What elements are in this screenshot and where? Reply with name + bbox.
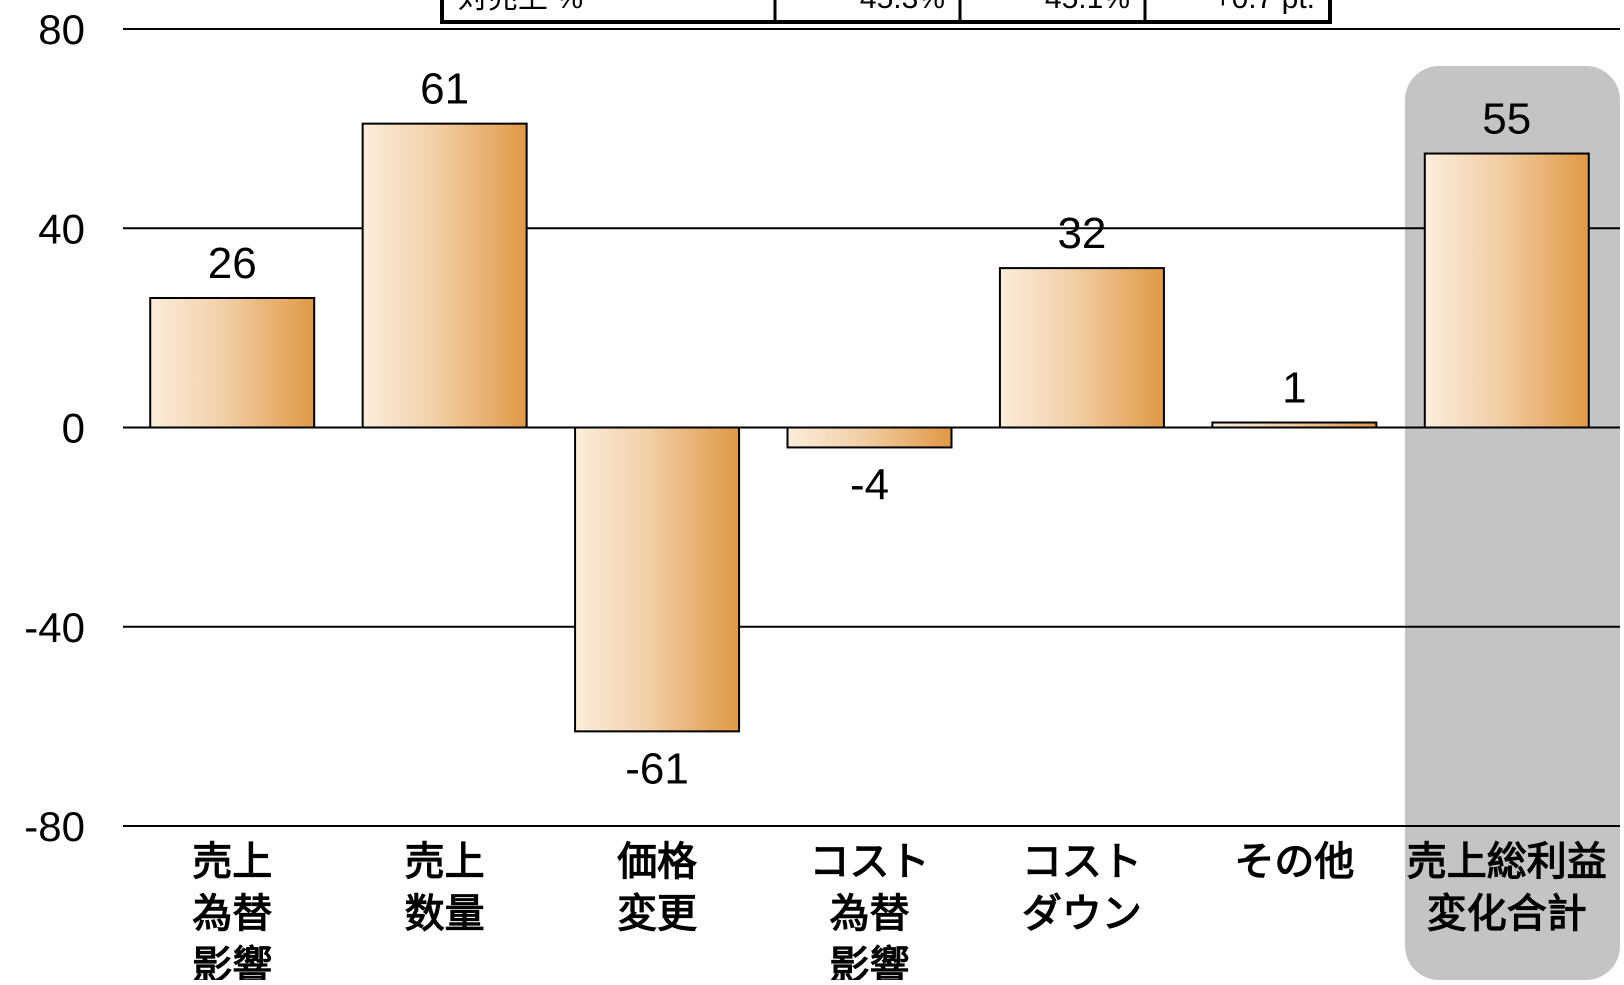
category-label: コスト [810,840,930,884]
category-label: コスト [1022,840,1142,884]
category-label: 変更 [617,891,698,936]
bar [1211,421,1378,429]
summary-table-fragment: 対売上 % 45.3% 45.1% +0.7 pt. [440,0,1332,24]
y-axis-tick-labels: 80 40 0 -40 -80 [24,6,85,850]
data-label: 32 [1057,209,1106,258]
bar [149,296,316,429]
data-label: 61 [420,65,469,114]
table-cell: +0.7 pt. [1214,0,1315,15]
bar [574,426,741,733]
bar [998,267,1165,429]
category-label: 影響 [830,943,910,980]
category-label: 価格 [616,840,698,884]
y-tick-label: 0 [62,405,85,452]
bar [786,426,953,449]
category-label: 売上 [405,840,485,884]
table-cell: 45.1% [1045,0,1130,15]
category-label: 売上 [192,840,272,884]
data-label: -4 [850,460,889,509]
bars [149,122,1590,733]
data-label: -61 [625,744,689,793]
category-label: 為替 [830,892,910,936]
category-label: ダウン [1022,892,1142,936]
bar [1423,152,1590,429]
data-label: 26 [208,239,257,288]
y-tick-label: -40 [24,604,85,651]
data-label: 55 [1482,95,1531,144]
table-row-label: 対売上 % [458,0,583,15]
y-tick-label: -80 [24,803,85,850]
y-tick-label: 40 [38,205,85,252]
category-label: 変化合計 [1427,891,1587,936]
category-label: 影響 [192,943,272,980]
category-label: 売上総利益 [1407,840,1607,884]
table-cell: 45.3% [860,0,945,15]
data-label: 1 [1282,364,1306,413]
table-border [440,0,1332,24]
category-label: 為替 [192,892,272,936]
y-tick-label: 80 [38,6,85,53]
category-label: 数量 [405,892,485,936]
category-label: その他 [1234,840,1354,884]
data-labels: 26 61 -61 -4 32 1 55 [208,65,1532,794]
bar [361,122,528,429]
